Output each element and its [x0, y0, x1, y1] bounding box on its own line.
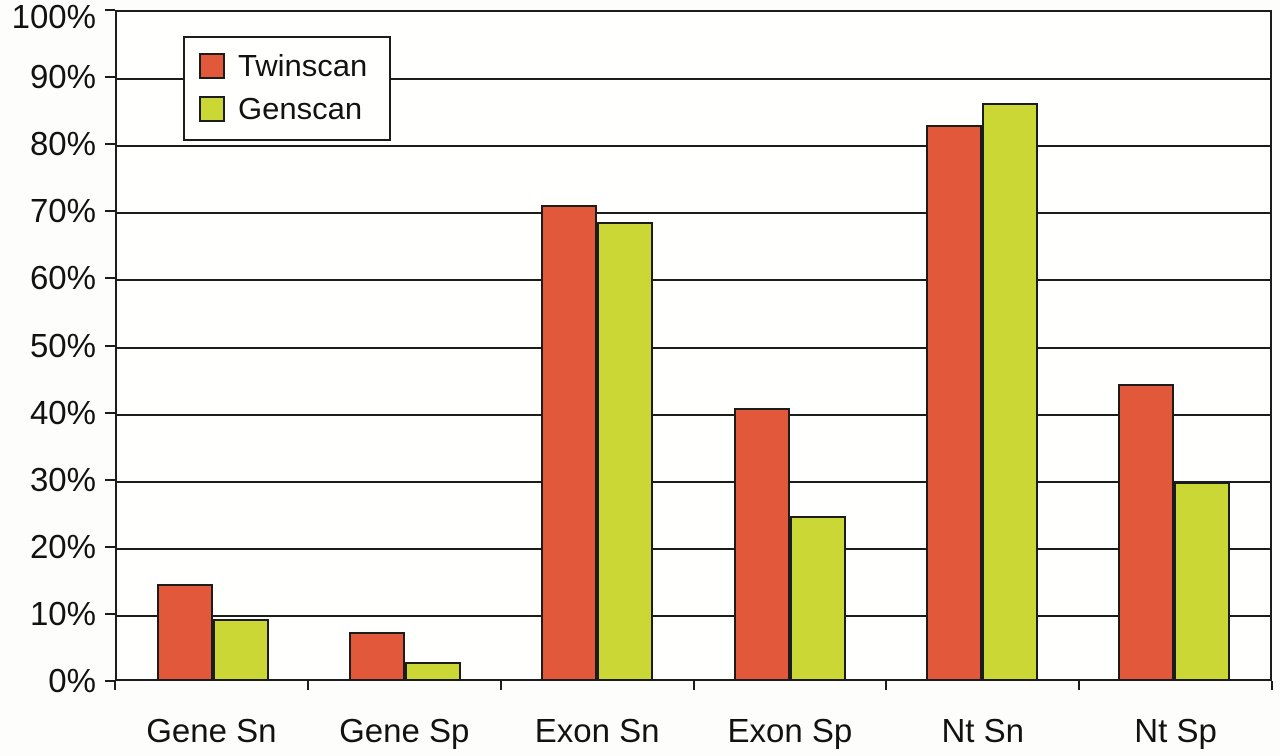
- bar-twinscan-exon-sp: [733, 408, 790, 679]
- x-tick-label-exon-sp: Exon Sp: [727, 712, 853, 749]
- x-tick-label-nt-sp: Nt Sp: [1134, 712, 1217, 749]
- plot-area: Twinscan Genscan: [115, 10, 1272, 681]
- y-tick-label-50: 50%: [29, 326, 96, 364]
- y-tick-30: [105, 478, 115, 481]
- x-tick-label-gene-sp: Gene Sp: [339, 712, 470, 749]
- bar-group-gene-sn: [117, 12, 309, 679]
- bar-groups: [117, 12, 1270, 679]
- y-tick-label-40: 40%: [29, 393, 96, 431]
- y-tick-80: [105, 143, 115, 146]
- gridline-90: [117, 78, 1270, 81]
- x-tick-label-gene-sn: Gene Sn: [146, 712, 277, 749]
- x-tick-2: [499, 681, 502, 690]
- gridline-40: [117, 413, 1270, 416]
- bar-group-nt-sn: [886, 12, 1078, 679]
- gridline-50: [117, 346, 1270, 349]
- legend-label-twinscan: Twinscan: [238, 48, 368, 83]
- gridline-80: [117, 145, 1270, 148]
- y-tick-70: [105, 210, 115, 213]
- bar-twinscan-gene-sn: [157, 584, 214, 679]
- x-tick-3: [692, 681, 695, 690]
- legend-swatch-twinscan: [199, 53, 225, 79]
- legend-label-genscan: Genscan: [238, 91, 363, 126]
- gridline-30: [117, 480, 1270, 483]
- bar-group-gene-sp: [309, 12, 501, 679]
- x-tick-4: [885, 681, 888, 690]
- y-tick-40: [105, 411, 115, 414]
- bar-twinscan-nt-sp: [1117, 384, 1174, 679]
- y-tick-20: [105, 545, 115, 548]
- x-tick-6: [1271, 681, 1273, 690]
- x-tick-0: [114, 681, 116, 690]
- legend-swatch-genscan: [199, 96, 225, 122]
- y-tick-label-60: 60%: [29, 259, 96, 297]
- y-tick-label-70: 70%: [29, 192, 96, 230]
- bar-group-nt-sp: [1078, 12, 1270, 679]
- y-tick-60: [105, 277, 115, 280]
- legend-item-twinscan: Twinscan: [199, 49, 367, 83]
- y-tick-90: [105, 76, 115, 79]
- bar-genscan-gene-sn: [213, 618, 270, 679]
- x-tick-5: [1078, 681, 1081, 690]
- y-tick-100: [105, 9, 115, 11]
- bar-genscan-nt-sp: [1173, 481, 1230, 679]
- bar-twinscan-gene-sp: [349, 631, 406, 679]
- y-tick-50: [105, 344, 115, 347]
- bar-genscan-exon-sp: [789, 515, 846, 679]
- bar-group-exon-sn: [501, 12, 693, 679]
- bar-twinscan-nt-sn: [925, 125, 982, 679]
- y-tick-label-10: 10%: [29, 594, 96, 632]
- x-tick-label-exon-sn: Exon Sn: [534, 712, 660, 749]
- gridline-70: [117, 212, 1270, 215]
- bar-genscan-gene-sp: [405, 661, 462, 679]
- bar-group-exon-sp: [694, 12, 886, 679]
- bar-twinscan-exon-sn: [541, 205, 598, 679]
- y-tick-label-90: 90%: [29, 58, 96, 96]
- y-tick-label-80: 80%: [29, 125, 96, 163]
- y-tick-0: [105, 680, 115, 682]
- y-tick-10: [105, 612, 115, 615]
- legend: Twinscan Genscan: [183, 36, 392, 141]
- gridline-10: [117, 614, 1270, 617]
- legend-item-genscan: Genscan: [199, 92, 367, 126]
- y-tick-label-20: 20%: [29, 527, 96, 565]
- gridline-20: [117, 547, 1270, 550]
- x-tick-label-nt-sn: Nt Sn: [941, 712, 1025, 749]
- x-tick-1: [306, 681, 309, 690]
- y-tick-label-0: 0%: [48, 662, 96, 699]
- gridline-60: [117, 279, 1270, 282]
- y-tick-label-30: 30%: [29, 460, 96, 498]
- bar-genscan-nt-sn: [981, 102, 1038, 679]
- y-tick-label-100: 100%: [11, 0, 96, 35]
- bar-genscan-exon-sn: [597, 222, 654, 679]
